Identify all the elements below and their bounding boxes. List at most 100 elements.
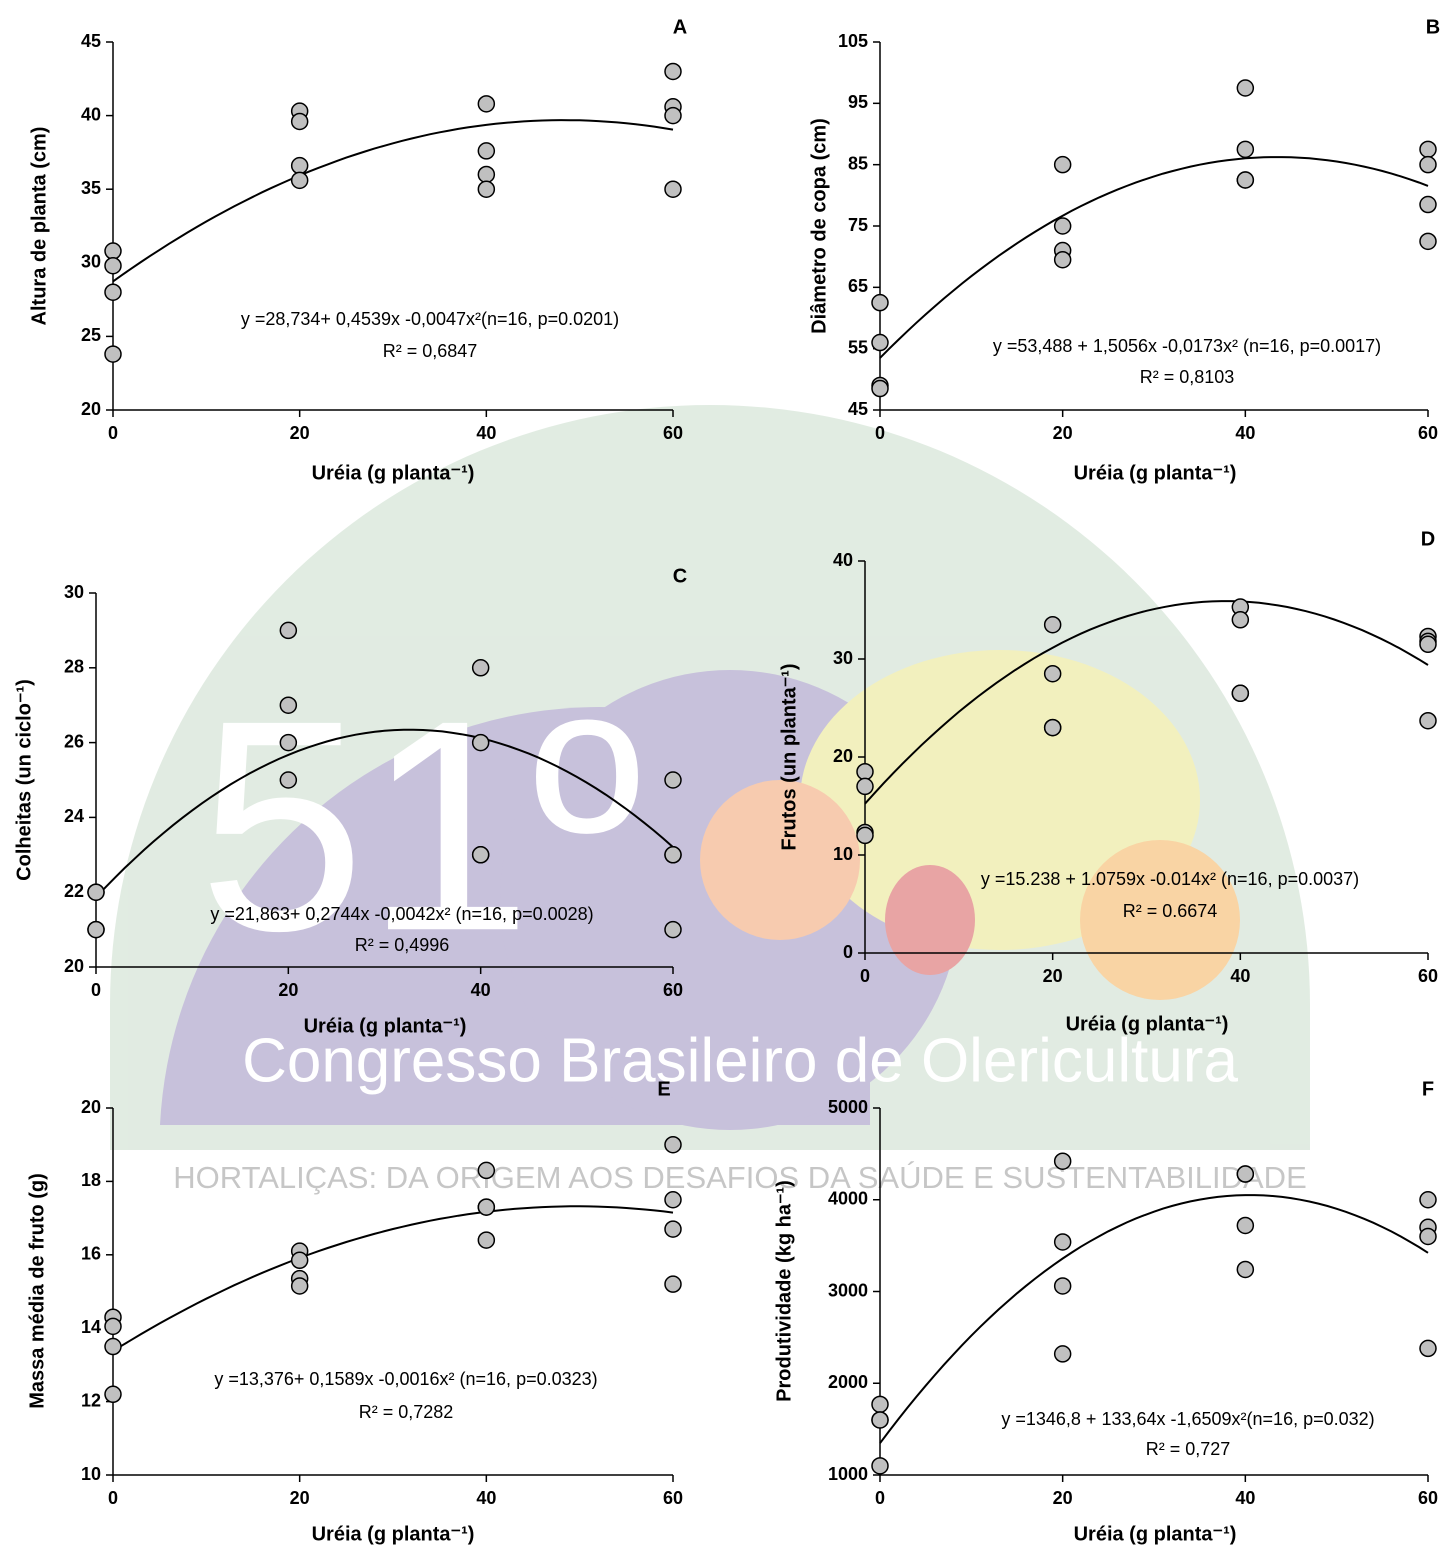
y-axis-title: Frutos (un planta⁻¹) bbox=[778, 663, 800, 850]
y-tick-label: 55 bbox=[848, 337, 868, 357]
data-point bbox=[292, 172, 308, 188]
x-tick-label: 60 bbox=[663, 980, 683, 1000]
trend-line bbox=[880, 1195, 1428, 1443]
data-point bbox=[872, 1458, 888, 1474]
data-point bbox=[1420, 1228, 1436, 1244]
y-tick-label: 18 bbox=[81, 1170, 101, 1190]
data-point bbox=[280, 622, 296, 638]
data-point bbox=[1045, 617, 1061, 633]
watermark: 51º Congresso Brasileiro de Olericultura… bbox=[110, 405, 1310, 1195]
data-point bbox=[665, 181, 681, 197]
data-point bbox=[857, 827, 873, 843]
panel-label: A bbox=[673, 16, 687, 38]
x-tick-label: 60 bbox=[663, 423, 683, 443]
data-point bbox=[478, 181, 494, 197]
data-point bbox=[105, 1318, 121, 1334]
y-tick-label: 3000 bbox=[828, 1280, 868, 1300]
data-point bbox=[292, 158, 308, 174]
data-point bbox=[478, 1232, 494, 1248]
y-tick-label: 26 bbox=[64, 731, 84, 751]
y-tick-label: 30 bbox=[81, 252, 101, 272]
x-tick-label: 40 bbox=[1230, 966, 1250, 986]
equation: y =13,376+ 0,1589x -0,0016x² (n=16, p=0.… bbox=[214, 1369, 597, 1389]
data-point bbox=[665, 1137, 681, 1153]
equation: y =1346,8 + 133,64x -1,6509x²(n=16, p=0.… bbox=[1001, 1409, 1374, 1429]
panel-label: C bbox=[673, 565, 687, 587]
data-point bbox=[665, 772, 681, 788]
x-tick-label: 40 bbox=[476, 423, 496, 443]
equation: y =15.238 + 1.0759x -0.014x² (n=16, p=0.… bbox=[981, 869, 1359, 889]
data-point bbox=[1420, 1340, 1436, 1356]
equation: y =28,734+ 0,4539x -0,0047x²(n=16, p=0.0… bbox=[241, 309, 619, 329]
x-tick-label: 0 bbox=[875, 423, 885, 443]
data-point bbox=[1237, 1166, 1253, 1182]
chart-panel: 4555657585951050204060Diâmetro de copa (… bbox=[808, 16, 1440, 484]
y-tick-label: 0 bbox=[843, 942, 853, 962]
data-point bbox=[872, 381, 888, 397]
data-point bbox=[478, 96, 494, 112]
y-tick-label: 40 bbox=[833, 550, 853, 570]
x-tick-label: 20 bbox=[1053, 1488, 1073, 1508]
figure: 51º Congresso Brasileiro de Olericultura… bbox=[0, 0, 1444, 1553]
y-tick-label: 95 bbox=[848, 92, 868, 112]
y-tick-label: 10 bbox=[833, 844, 853, 864]
y-tick-label: 30 bbox=[64, 582, 84, 602]
panel-label: F bbox=[1422, 1078, 1434, 1100]
x-axis-title: Uréia (g planta⁻¹) bbox=[1074, 462, 1237, 484]
data-point bbox=[478, 1162, 494, 1178]
x-tick-label: 20 bbox=[290, 423, 310, 443]
x-tick-label: 0 bbox=[91, 980, 101, 1000]
x-tick-label: 40 bbox=[1235, 1488, 1255, 1508]
data-point bbox=[1055, 252, 1071, 268]
r-squared: R² = 0,8103 bbox=[1140, 367, 1235, 387]
data-point bbox=[105, 1339, 121, 1355]
data-point bbox=[1232, 612, 1248, 628]
data-point bbox=[280, 772, 296, 788]
data-point bbox=[478, 166, 494, 182]
data-point bbox=[1237, 80, 1253, 96]
data-point bbox=[473, 660, 489, 676]
data-point bbox=[872, 1412, 888, 1428]
data-point bbox=[857, 764, 873, 780]
chart-panel: 2025303540450204060Altura de planta (cm)… bbox=[28, 16, 687, 484]
data-point bbox=[1055, 1346, 1071, 1362]
data-point bbox=[665, 1221, 681, 1237]
equation: y =21,863+ 0,2744x -0,0042x² (n=16, p=0.… bbox=[210, 904, 593, 924]
data-point bbox=[1420, 636, 1436, 652]
data-point bbox=[1420, 1192, 1436, 1208]
x-tick-label: 20 bbox=[1043, 966, 1063, 986]
r-squared: R² = 0,6847 bbox=[383, 341, 478, 361]
x-axis-title: Uréia (g planta⁻¹) bbox=[312, 1523, 475, 1545]
data-point bbox=[105, 284, 121, 300]
x-tick-label: 20 bbox=[278, 980, 298, 1000]
x-tick-label: 60 bbox=[1418, 1488, 1438, 1508]
y-axis-title: Massa média de fruto (g) bbox=[26, 1173, 48, 1409]
data-point bbox=[473, 735, 489, 751]
data-point bbox=[473, 847, 489, 863]
y-tick-label: 14 bbox=[81, 1317, 101, 1337]
x-tick-label: 60 bbox=[1418, 423, 1438, 443]
y-tick-label: 30 bbox=[833, 648, 853, 668]
data-point bbox=[1055, 1278, 1071, 1294]
data-point bbox=[665, 63, 681, 79]
y-tick-label: 65 bbox=[848, 276, 868, 296]
x-tick-label: 40 bbox=[1235, 423, 1255, 443]
data-point bbox=[292, 1252, 308, 1268]
y-tick-label: 45 bbox=[81, 31, 101, 51]
data-point bbox=[1237, 1261, 1253, 1277]
y-tick-label: 45 bbox=[848, 399, 868, 419]
data-point bbox=[88, 922, 104, 938]
y-tick-label: 12 bbox=[81, 1390, 101, 1410]
x-tick-label: 60 bbox=[663, 1488, 683, 1508]
x-tick-label: 40 bbox=[471, 980, 491, 1000]
y-tick-label: 10 bbox=[81, 1464, 101, 1484]
x-tick-label: 0 bbox=[108, 423, 118, 443]
x-axis-title: Uréia (g planta⁻¹) bbox=[1066, 1013, 1229, 1035]
y-tick-label: 5000 bbox=[828, 1097, 868, 1117]
watermark-subtitle: HORTALIÇAS: DA ORIGEM AOS DESAFIOS DA SA… bbox=[173, 1160, 1307, 1195]
data-point bbox=[1055, 218, 1071, 234]
panel-label: E bbox=[657, 1078, 670, 1100]
data-point bbox=[105, 258, 121, 274]
x-tick-label: 40 bbox=[476, 1488, 496, 1508]
r-squared: R² = 0.6674 bbox=[1123, 901, 1218, 921]
